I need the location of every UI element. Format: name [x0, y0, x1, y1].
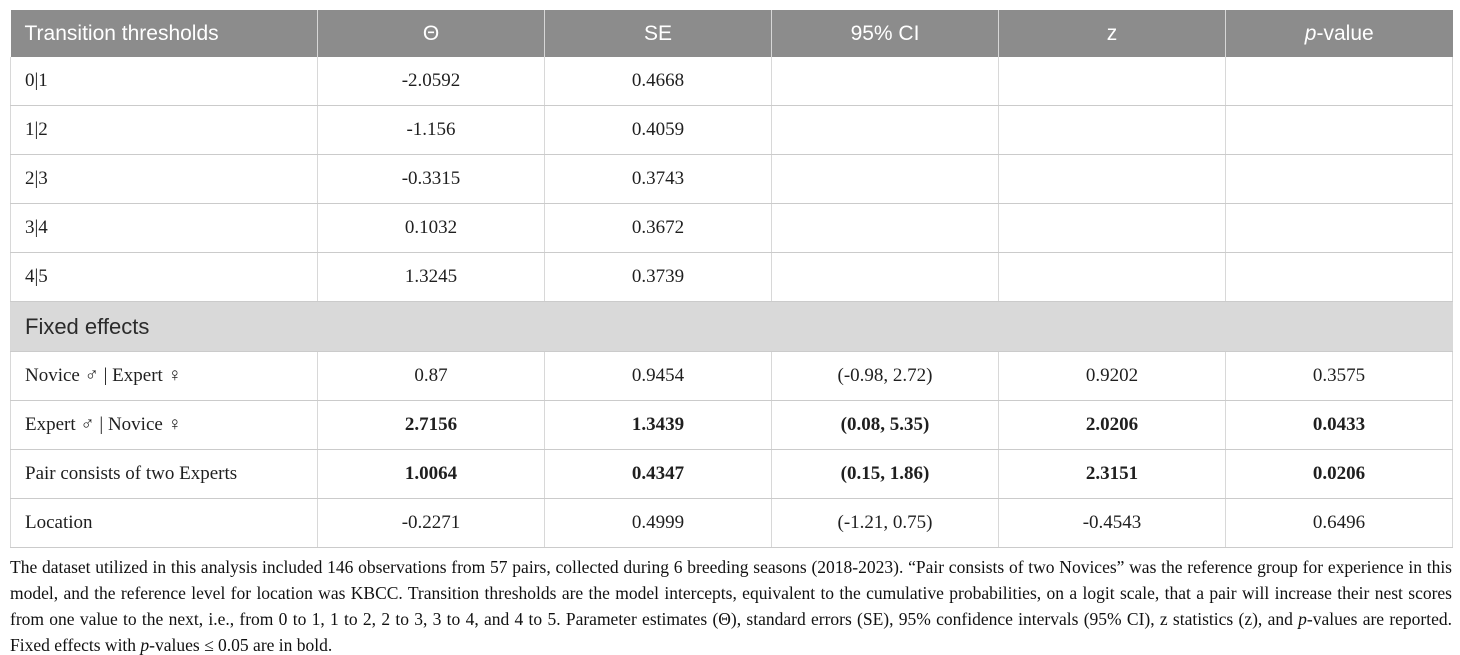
ci-value: (-1.21, 0.75) [771, 498, 999, 548]
row-label: 0|1 [10, 57, 318, 106]
z-value [998, 105, 1226, 155]
footnote-text: The dataset utilized in this analysis in… [10, 557, 1452, 629]
table-row: Pair consists of two Experts 1.0064 0.43… [10, 449, 1453, 499]
z-value: -0.4543 [998, 498, 1226, 548]
p-value [1225, 203, 1453, 253]
se-value: 1.3439 [544, 400, 772, 450]
table-footnote: The dataset utilized in this analysis in… [10, 554, 1452, 655]
p-value-rest: -value [1316, 21, 1374, 45]
theta-value: -0.3315 [317, 154, 545, 204]
ci-value [771, 57, 999, 106]
theta-value: 1.3245 [317, 252, 545, 302]
row-label: 3|4 [10, 203, 318, 253]
se-value: 0.4059 [544, 105, 772, 155]
paper-table-figure: Transition thresholds Θ SE 95% CI z p-va… [10, 10, 1453, 655]
table-row: 3|4 0.1032 0.3672 [10, 203, 1453, 253]
se-value: 0.4347 [544, 449, 772, 499]
p-value [1225, 57, 1453, 106]
p-value [1225, 154, 1453, 204]
se-value: 0.3672 [544, 203, 772, 253]
footnote-text: -values ≤ 0.05 are in bold. [149, 635, 333, 655]
table-row: Novice ♂ | Expert ♀ 0.87 0.9454 (-0.98, … [10, 351, 1453, 401]
row-label: Pair consists of two Experts [10, 449, 318, 499]
footnote-italic-p: p [140, 635, 150, 655]
theta-value: 0.1032 [317, 203, 545, 253]
z-value [998, 252, 1226, 302]
p-value: 0.3575 [1225, 351, 1453, 401]
row-label: 4|5 [10, 252, 318, 302]
theta-value: 0.87 [317, 351, 545, 401]
z-value: 0.9202 [998, 351, 1226, 401]
p-value-italic-p: p [1304, 21, 1317, 45]
p-value: 0.0206 [1225, 449, 1453, 499]
ci-value [771, 203, 999, 253]
theta-value: -0.2271 [317, 498, 545, 548]
z-value [998, 57, 1226, 106]
table-header-row: Transition thresholds Θ SE 95% CI z p-va… [10, 10, 1453, 57]
z-value: 2.0206 [998, 400, 1226, 450]
footnote-italic-p: p [1298, 609, 1307, 629]
table-row: 4|5 1.3245 0.3739 [10, 252, 1453, 302]
col-header-95ci: 95% CI [771, 10, 999, 57]
z-value [998, 203, 1226, 253]
row-label: 2|3 [10, 154, 318, 204]
z-value [998, 154, 1226, 204]
row-label: Expert ♂ | Novice ♀ [10, 400, 318, 450]
table-row: 0|1 -2.0592 0.4668 [10, 57, 1453, 106]
col-header-theta: Θ [317, 10, 545, 57]
col-header-se: SE [544, 10, 772, 57]
section-header-fixed-effects: Fixed effects [10, 301, 1453, 352]
ci-value: (0.15, 1.86) [771, 449, 999, 499]
se-value: 0.9454 [544, 351, 772, 401]
theta-value: -1.156 [317, 105, 545, 155]
col-header-transition-thresholds: Transition thresholds [10, 10, 318, 57]
se-value: 0.3739 [544, 252, 772, 302]
p-value [1225, 252, 1453, 302]
ci-value: (-0.98, 2.72) [771, 351, 999, 401]
p-value: 0.6496 [1225, 498, 1453, 548]
z-value: 2.3151 [998, 449, 1226, 499]
table-row: 2|3 -0.3315 0.3743 [10, 154, 1453, 204]
p-value [1225, 105, 1453, 155]
section-header-row: Fixed effects [10, 301, 1453, 352]
se-value: 0.3743 [544, 154, 772, 204]
se-value: 0.4999 [544, 498, 772, 548]
ci-value [771, 105, 999, 155]
table-row: Expert ♂ | Novice ♀ 2.7156 1.3439 (0.08,… [10, 400, 1453, 450]
footnote-text: -values are reported. Fixed effects with [10, 609, 1453, 655]
ci-value [771, 154, 999, 204]
row-label: Location [10, 498, 318, 548]
ci-value: (0.08, 5.35) [771, 400, 999, 450]
col-header-z: z [998, 10, 1226, 57]
row-label: 1|2 [10, 105, 318, 155]
se-value: 0.4668 [544, 57, 772, 106]
theta-value: 1.0064 [317, 449, 545, 499]
p-value: 0.0433 [1225, 400, 1453, 450]
theta-value: 2.7156 [317, 400, 545, 450]
table-row: 1|2 -1.156 0.4059 [10, 105, 1453, 155]
theta-value: -2.0592 [317, 57, 545, 106]
row-label: Novice ♂ | Expert ♀ [10, 351, 318, 401]
col-header-p-value: p-value [1225, 10, 1453, 57]
table-row: Location -0.2271 0.4999 (-1.21, 0.75) -0… [10, 498, 1453, 548]
results-table: Transition thresholds Θ SE 95% CI z p-va… [10, 10, 1453, 548]
ci-value [771, 252, 999, 302]
